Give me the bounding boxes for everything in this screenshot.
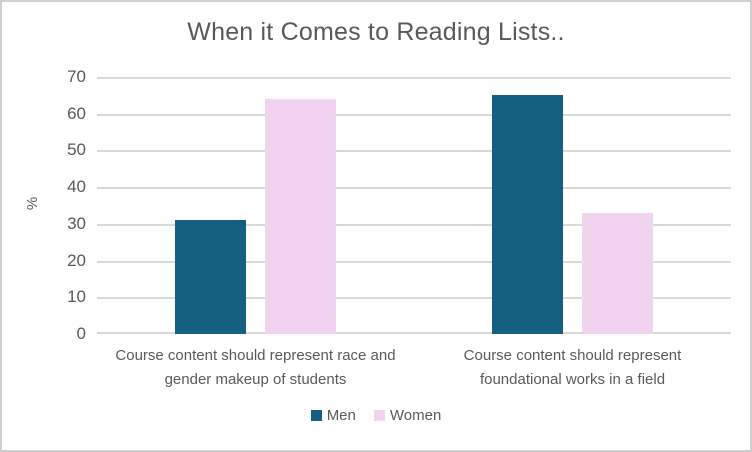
legend-swatch-men bbox=[310, 410, 322, 421]
y-tick-label-0: 0 bbox=[76, 324, 86, 343]
gridline-50 bbox=[97, 150, 731, 153]
legend: Men Women bbox=[2, 407, 750, 424]
gridline-0 bbox=[97, 332, 731, 334]
gridline-70 bbox=[97, 77, 731, 79]
y-tick-label-30: 30 bbox=[67, 213, 86, 233]
gridline-20 bbox=[97, 260, 731, 263]
category-label-1: Course content should represent race and… bbox=[115, 347, 396, 388]
gridline-40 bbox=[97, 187, 731, 190]
legend-label-men: Men bbox=[326, 407, 356, 424]
bar-women-2 bbox=[582, 212, 653, 334]
bar-women-1 bbox=[265, 99, 336, 334]
y-axis-label: % bbox=[24, 196, 42, 211]
y-tick-label-70: 70 bbox=[67, 67, 86, 86]
chart-title: When it Comes to Reading Lists.. bbox=[187, 18, 565, 46]
legend-label-women: Women bbox=[389, 407, 442, 424]
gridline-10 bbox=[97, 297, 731, 300]
y-tick-label-40: 40 bbox=[67, 177, 86, 197]
legend-item-men: Men bbox=[310, 407, 356, 424]
y-tick-label-60: 60 bbox=[67, 103, 86, 123]
y-tick-label-10: 10 bbox=[67, 287, 86, 307]
plot-area bbox=[97, 77, 731, 334]
category-label-2: Course content should represent foundati… bbox=[463, 347, 682, 388]
gridline-60 bbox=[97, 113, 731, 116]
bar-men-2 bbox=[492, 95, 563, 334]
legend-item-women: Women bbox=[373, 407, 442, 424]
y-tick-label-50: 50 bbox=[67, 140, 86, 160]
bar-men-1 bbox=[175, 220, 246, 334]
y-tick-label-20: 20 bbox=[67, 250, 86, 270]
gridline-30 bbox=[97, 223, 731, 226]
legend-swatch-women bbox=[373, 410, 385, 421]
